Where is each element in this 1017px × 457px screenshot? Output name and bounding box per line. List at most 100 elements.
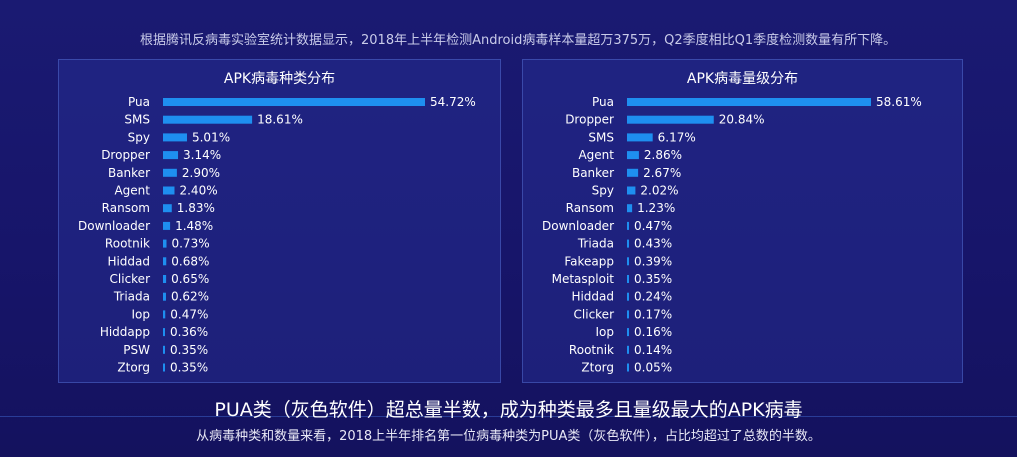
category-label: Triada	[113, 290, 150, 304]
category-label: Hiddad	[571, 290, 614, 304]
category-label: Pua	[592, 95, 614, 109]
category-label: Hiddad	[107, 254, 150, 268]
bar	[627, 168, 639, 177]
value-label: 1.23%	[637, 201, 675, 215]
bar	[627, 292, 629, 301]
chart-title: APK病毒量级分布	[686, 71, 799, 87]
value-label: 2.86%	[644, 148, 682, 162]
value-label: 0.05%	[634, 361, 672, 375]
bar	[163, 186, 175, 195]
value-label: 1.48%	[175, 219, 213, 233]
value-label: 2.02%	[640, 184, 678, 198]
value-label: 0.68%	[171, 254, 209, 268]
category-label: Downloader	[542, 219, 614, 233]
bar	[163, 98, 425, 106]
category-label: Spy	[592, 184, 614, 198]
value-label: 2.90%	[182, 166, 220, 180]
value-label: 3.14%	[183, 148, 221, 162]
bar	[627, 275, 629, 283]
category-label: Banker	[108, 166, 150, 180]
value-label: 1.83%	[177, 201, 215, 215]
bar	[163, 133, 187, 142]
value-label: 0.47%	[170, 307, 208, 321]
value-label: 0.39%	[634, 254, 672, 268]
value-label: 6.17%	[658, 130, 696, 144]
value-label: 5.01%	[192, 130, 230, 144]
bar	[163, 257, 167, 266]
value-label: 0.62%	[171, 290, 209, 304]
bar	[627, 310, 629, 319]
bar	[163, 292, 166, 301]
category-label: Clicker	[110, 272, 151, 286]
category-label: Banker	[572, 166, 614, 180]
bar	[627, 328, 629, 337]
bar	[627, 221, 629, 230]
bar	[163, 204, 172, 213]
value-label: 0.73%	[171, 237, 209, 251]
value-label: 0.24%	[634, 290, 672, 304]
subline: 从病毒种类和数量来看，2018上半年排名第一位病毒种类为PUA类（灰色软件），占…	[196, 429, 821, 444]
bar	[627, 204, 633, 213]
category-label: SMS	[588, 130, 614, 144]
value-label: 0.35%	[170, 343, 208, 357]
category-label: Rootnik	[105, 237, 150, 251]
bar-chart-types: Pua 54.72% SMS 18.61% Spy 5.01% Dropper 3.14% Ba…	[78, 95, 476, 375]
category-label: Iop	[596, 325, 615, 339]
value-label: 0.17%	[634, 307, 672, 321]
bar	[163, 363, 165, 372]
value-label: 0.14%	[634, 343, 672, 357]
value-label: 54.72%	[430, 95, 476, 109]
category-label: Pua	[128, 95, 150, 109]
bar-chart-volume: Pua 58.61% Dropper 20.84% SMS 6.17% Agent 2.86%…	[542, 95, 922, 375]
value-label: 58.61%	[876, 95, 922, 109]
bar	[627, 115, 714, 124]
bar	[163, 310, 166, 319]
chart-panel-volume: APK病毒量级分布 Pua 58.61% Dropper 20.84% SMS 6.17%…	[522, 59, 963, 383]
bar	[627, 186, 636, 195]
category-label: Agent	[114, 184, 150, 198]
bar	[627, 363, 629, 372]
value-label: 20.84%	[719, 113, 765, 127]
intro-text: 根据腾讯反病毒实验室统计数据显示，2018年上半年检测Android病毒样本量超…	[140, 33, 897, 48]
category-label: Ztorg	[117, 361, 150, 375]
category-label: Downloader	[78, 219, 150, 233]
category-label: Ztorg	[581, 361, 614, 375]
category-label: Fakeapp	[564, 254, 614, 268]
value-label: 0.65%	[171, 272, 209, 286]
category-label: Rootnik	[569, 343, 614, 357]
category-label: Triada	[577, 237, 614, 251]
category-label: SMS	[124, 113, 150, 127]
category-label: Ransom	[566, 201, 614, 215]
value-label: 2.40%	[179, 184, 217, 198]
bar	[163, 151, 179, 160]
value-label: 0.35%	[170, 361, 208, 375]
bar	[627, 239, 629, 248]
value-label: 0.36%	[170, 325, 208, 339]
bar	[627, 151, 639, 160]
bottom-divider	[0, 416, 1017, 457]
category-label: Clicker	[574, 307, 615, 321]
category-label: Dropper	[101, 148, 150, 162]
category-label: Ransom	[102, 201, 150, 215]
category-label: Agent	[578, 148, 614, 162]
category-label: Iop	[132, 307, 151, 321]
category-label: Hiddapp	[100, 325, 150, 339]
bar	[163, 221, 171, 230]
value-label: 18.61%	[257, 113, 303, 127]
bar	[163, 239, 167, 248]
bar	[163, 275, 167, 283]
bar	[163, 328, 165, 337]
bar	[163, 115, 253, 124]
category-label: PSW	[123, 343, 150, 357]
value-label: 0.47%	[634, 219, 672, 233]
value-label: 2.67%	[643, 166, 681, 180]
bar	[163, 168, 177, 177]
bar	[163, 345, 165, 354]
bar	[627, 257, 629, 266]
headline: PUA类（灰色软件）超总量半数，成为种类最多且量级最大的APK病毒	[214, 399, 803, 421]
category-label: Metasploit	[552, 272, 615, 286]
value-label: 0.35%	[634, 272, 672, 286]
bar	[627, 345, 629, 354]
category-label: Spy	[128, 130, 150, 144]
value-label: 0.16%	[634, 325, 672, 339]
